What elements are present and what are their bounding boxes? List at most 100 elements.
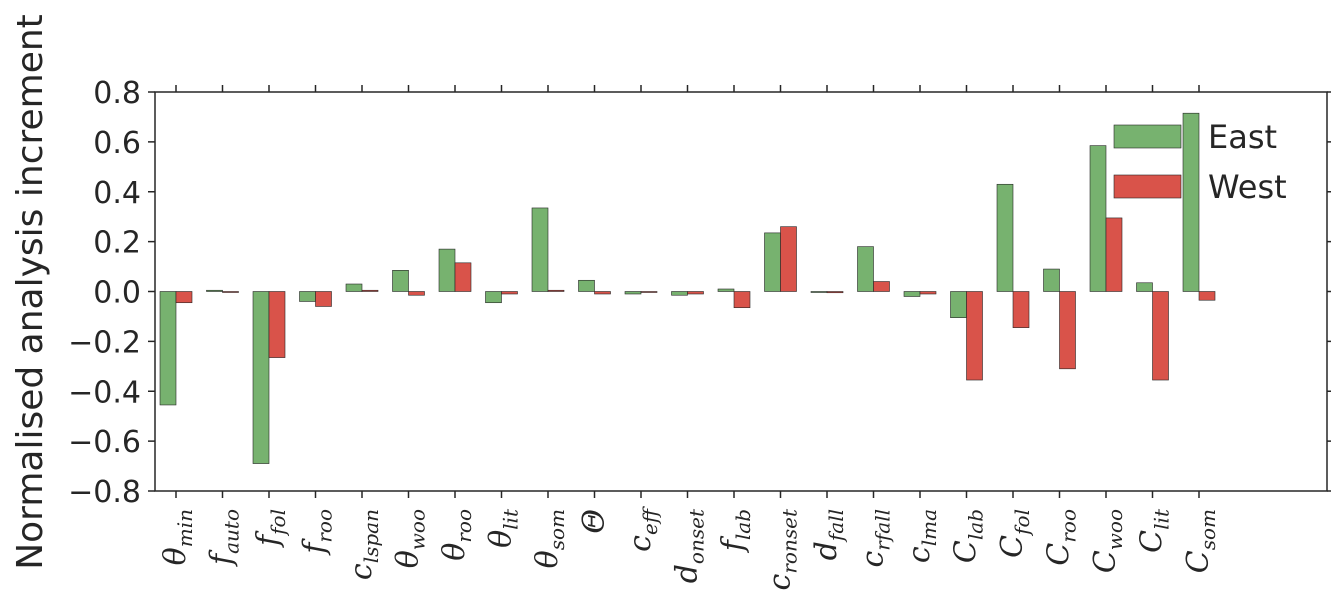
x-tick-label-subscript: ronset bbox=[778, 508, 802, 574]
bar-east bbox=[1136, 282, 1153, 292]
x-tick-label-subscript: roo bbox=[452, 509, 476, 543]
bar-east bbox=[531, 207, 549, 292]
x-tick-label: θlit bbox=[484, 508, 523, 548]
x-tick-label-base: C bbox=[1181, 550, 1216, 573]
bar-east bbox=[764, 232, 781, 292]
x-tick-label-subscript: rfall bbox=[871, 509, 895, 551]
bar-east bbox=[206, 289, 223, 292]
y-axis-label: Normalised analysis increment bbox=[10, 14, 51, 570]
bar-west bbox=[547, 289, 565, 292]
x-tick-label-subscript: roo bbox=[313, 509, 337, 543]
bar-west bbox=[1152, 291, 1169, 381]
x-tick-label-base: C bbox=[1088, 550, 1123, 573]
x-tick-label-subscript: min bbox=[173, 509, 197, 547]
x-tick-label: clma bbox=[902, 509, 941, 563]
bar-east bbox=[1043, 268, 1060, 292]
x-tick-label-base: Θ bbox=[577, 509, 612, 534]
y-tick-label: −0.8 bbox=[68, 475, 141, 510]
legend-label-west: West bbox=[1208, 168, 1287, 206]
bar-east bbox=[299, 291, 316, 302]
x-tick-label: θsom bbox=[530, 509, 569, 568]
legend-label-east: East bbox=[1208, 118, 1277, 156]
x-tick-label-subscript: roo bbox=[1057, 509, 1081, 543]
bar-west bbox=[222, 291, 239, 293]
x-tick-label-subscript: lma bbox=[917, 509, 941, 546]
bar-west bbox=[780, 226, 797, 292]
bar-east bbox=[857, 246, 874, 292]
x-tick-label-subscript: onset bbox=[685, 508, 709, 564]
x-tick-label: Cfol bbox=[995, 509, 1034, 558]
x-tick-label-base: θ bbox=[158, 547, 193, 565]
x-tick-label: Croo bbox=[1042, 509, 1081, 566]
x-tick-label: Cwoo bbox=[1088, 509, 1127, 573]
x-tick-label-subscript: eff bbox=[638, 505, 662, 535]
x-tick-label: θroo bbox=[437, 509, 476, 561]
x-tick-label-base: c bbox=[344, 563, 379, 580]
bar-west bbox=[1105, 217, 1123, 292]
bar-east bbox=[1089, 145, 1107, 292]
x-tick-label: θwoo bbox=[391, 509, 430, 568]
bar-west bbox=[873, 281, 890, 292]
bar-east bbox=[392, 270, 409, 292]
x-tick-label-base: d bbox=[809, 541, 844, 560]
bar-east bbox=[996, 183, 1014, 292]
legend-swatch-west bbox=[1113, 174, 1182, 199]
x-tick-label: ceff bbox=[623, 505, 662, 552]
y-ticks: 0.8 0.6 0.4 0.2 0.0 −0.2 −0.4 −0.6 −0.8 bbox=[68, 76, 1331, 510]
bar-east bbox=[1182, 112, 1200, 292]
y-tick-label: 0.6 bbox=[93, 126, 141, 161]
x-tick-label-subscript: auto bbox=[220, 509, 244, 554]
x-tick-label-base: c bbox=[902, 546, 937, 563]
bar-west bbox=[408, 291, 425, 296]
x-tick-label: θmin bbox=[158, 509, 197, 565]
bar-west bbox=[594, 291, 611, 295]
bar-west bbox=[826, 291, 844, 294]
bars bbox=[159, 112, 1216, 464]
x-tick-label-base: C bbox=[1135, 530, 1170, 553]
x-tick-label: Clab bbox=[949, 509, 988, 563]
y-tick-label: −0.4 bbox=[68, 375, 141, 410]
x-tick-label-subscript: lab bbox=[964, 509, 988, 540]
x-tick-label: Clit bbox=[1135, 508, 1174, 553]
bar-west bbox=[1059, 291, 1076, 370]
x-tick-label-subscript: fall bbox=[824, 509, 848, 543]
y-tick-label: −0.6 bbox=[68, 425, 141, 460]
bar-east bbox=[950, 291, 967, 318]
x-tick-label-subscript: lit bbox=[1150, 508, 1174, 530]
x-tick-label-base: θ bbox=[391, 550, 426, 568]
x-tick-label-base: c bbox=[623, 535, 658, 552]
bar-west bbox=[640, 291, 658, 293]
x-tick-label-base: d bbox=[670, 564, 705, 583]
x-tick-label-base: θ bbox=[484, 530, 519, 548]
x-tick-label: ffol bbox=[251, 509, 290, 548]
x-tick-label: crfall bbox=[856, 509, 895, 568]
legend: East West bbox=[1113, 118, 1287, 206]
bar-west bbox=[361, 289, 379, 292]
bar-east bbox=[903, 291, 921, 297]
x-tick-label-base: C bbox=[949, 540, 984, 563]
x-tick-label: fauto bbox=[205, 509, 244, 567]
x-tick-label-subscript: fol bbox=[1010, 509, 1034, 537]
x-tick-label: donset bbox=[670, 508, 709, 583]
bar-east bbox=[578, 279, 595, 292]
bar-west bbox=[919, 291, 937, 295]
x-tick-label-subscript: lit bbox=[499, 508, 523, 530]
bar-east bbox=[624, 291, 642, 295]
x-tick-label-subscript: woo bbox=[1103, 509, 1127, 550]
bar-east bbox=[438, 248, 456, 292]
bar-west bbox=[501, 291, 518, 295]
bar-east bbox=[810, 291, 828, 293]
y-tick-label: 0.2 bbox=[93, 226, 141, 261]
bar-west bbox=[175, 291, 193, 304]
x-tick-label: cronset bbox=[763, 508, 802, 590]
bar-east bbox=[671, 291, 688, 296]
x-tick-label-base: c bbox=[763, 573, 798, 590]
x-tick-label-subscript: fol bbox=[266, 509, 290, 537]
x-tick-label: Csom bbox=[1181, 509, 1220, 573]
bar-west bbox=[966, 291, 983, 381]
bar-east bbox=[252, 291, 270, 464]
bar-west bbox=[1012, 291, 1030, 328]
x-tick-label-subscript: lspan bbox=[359, 509, 383, 563]
bar-west bbox=[454, 262, 472, 292]
